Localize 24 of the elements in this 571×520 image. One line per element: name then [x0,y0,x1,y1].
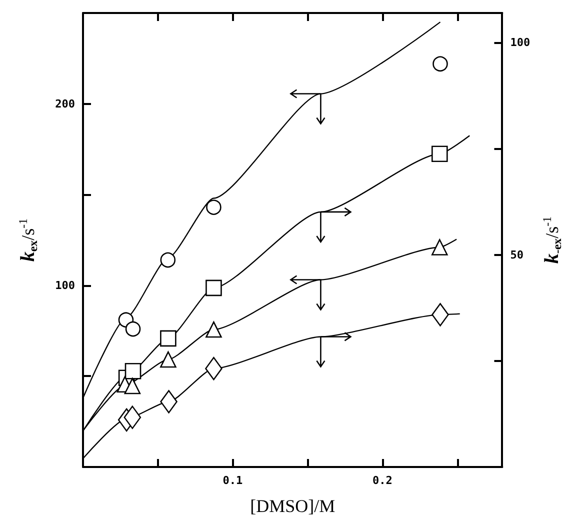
point [206,280,222,296]
y2-axis-title: k-ex/s-1 [540,216,564,264]
point [160,351,176,368]
point [431,239,448,256]
y2-tick-label: 50 [510,248,524,262]
x-tick-label: 0.2 [372,474,392,487]
point [432,56,448,72]
y-tick-label: 200 [55,97,75,110]
point [160,252,176,268]
point [124,406,142,430]
y-axis-title: kex/s-1 [16,218,40,262]
point [124,378,141,394]
point [431,146,448,162]
x-axis-title: [DMSO]/M [250,496,336,516]
point [205,356,222,380]
point [160,330,176,347]
y2-tick-label: 100 [510,36,530,50]
point [432,303,449,326]
point [124,362,142,380]
point [125,321,141,337]
point [206,200,222,215]
point [206,321,222,338]
point [160,390,178,414]
x-tick-label: 0.1 [222,474,244,487]
